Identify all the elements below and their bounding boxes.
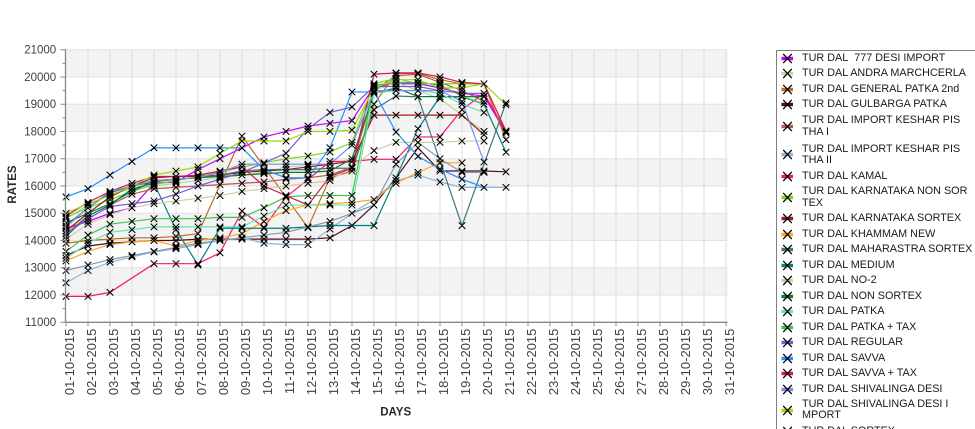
svg-text:03-10-2015: 03-10-2015 <box>106 329 121 396</box>
svg-text:12000: 12000 <box>24 290 56 302</box>
svg-text:19-10-2015: 19-10-2015 <box>458 329 473 396</box>
svg-text:02-10-2015: 02-10-2015 <box>84 329 99 396</box>
svg-text:09-10-2015: 09-10-2015 <box>238 329 253 396</box>
svg-text:22-10-2015: 22-10-2015 <box>524 329 539 396</box>
svg-text:11000: 11000 <box>25 317 56 329</box>
svg-text:17-10-2015: 17-10-2015 <box>414 329 429 396</box>
svg-text:25-10-2015: 25-10-2015 <box>590 329 605 396</box>
svg-text:10-10-2015: 10-10-2015 <box>260 329 275 396</box>
svg-text:21000: 21000 <box>24 45 56 57</box>
svg-text:18-10-2015: 18-10-2015 <box>436 329 451 396</box>
svg-text:RATES: RATES <box>7 165 19 203</box>
svg-text:16-10-2015: 16-10-2015 <box>392 329 407 396</box>
svg-text:24-10-2015: 24-10-2015 <box>568 329 583 396</box>
svg-text:31-10-2015: 31-10-2015 <box>722 329 737 396</box>
svg-text:19000: 19000 <box>24 99 56 111</box>
svg-text:18000: 18000 <box>24 126 56 138</box>
svg-text:07-10-2015: 07-10-2015 <box>194 329 209 396</box>
svg-text:20-10-2015: 20-10-2015 <box>480 329 495 396</box>
svg-text:20000: 20000 <box>24 72 56 84</box>
svg-text:27-10-2015: 27-10-2015 <box>634 329 649 396</box>
svg-text:17000: 17000 <box>24 154 56 166</box>
svg-text:13000: 13000 <box>24 263 56 275</box>
svg-text:11-10-2015: 11-10-2015 <box>282 329 297 395</box>
svg-text:08-10-2015: 08-10-2015 <box>216 329 231 396</box>
svg-text:14-10-2015: 14-10-2015 <box>348 329 363 396</box>
svg-text:26-10-2015: 26-10-2015 <box>612 329 627 396</box>
svg-text:06-10-2015: 06-10-2015 <box>172 329 187 396</box>
svg-text:15-10-2015: 15-10-2015 <box>370 329 385 396</box>
svg-text:01-10-2015: 01-10-2015 <box>62 329 77 396</box>
svg-text:28-10-2015: 28-10-2015 <box>656 329 671 396</box>
svg-text:12-10-2015: 12-10-2015 <box>304 329 319 396</box>
svg-text:13-10-2015: 13-10-2015 <box>326 329 341 396</box>
svg-text:04-10-2015: 04-10-2015 <box>128 329 143 396</box>
svg-text:05-10-2015: 05-10-2015 <box>150 329 165 396</box>
svg-text:16000: 16000 <box>24 181 56 193</box>
svg-text:23-10-2015: 23-10-2015 <box>546 329 561 396</box>
svg-text:30-10-2015: 30-10-2015 <box>700 329 715 396</box>
svg-text:15000: 15000 <box>24 208 56 220</box>
svg-text:29-10-2015: 29-10-2015 <box>678 329 693 396</box>
svg-text:14000: 14000 <box>24 235 56 247</box>
svg-text:21-10-2015: 21-10-2015 <box>502 329 517 396</box>
svg-text:DAYS: DAYS <box>380 407 411 419</box>
